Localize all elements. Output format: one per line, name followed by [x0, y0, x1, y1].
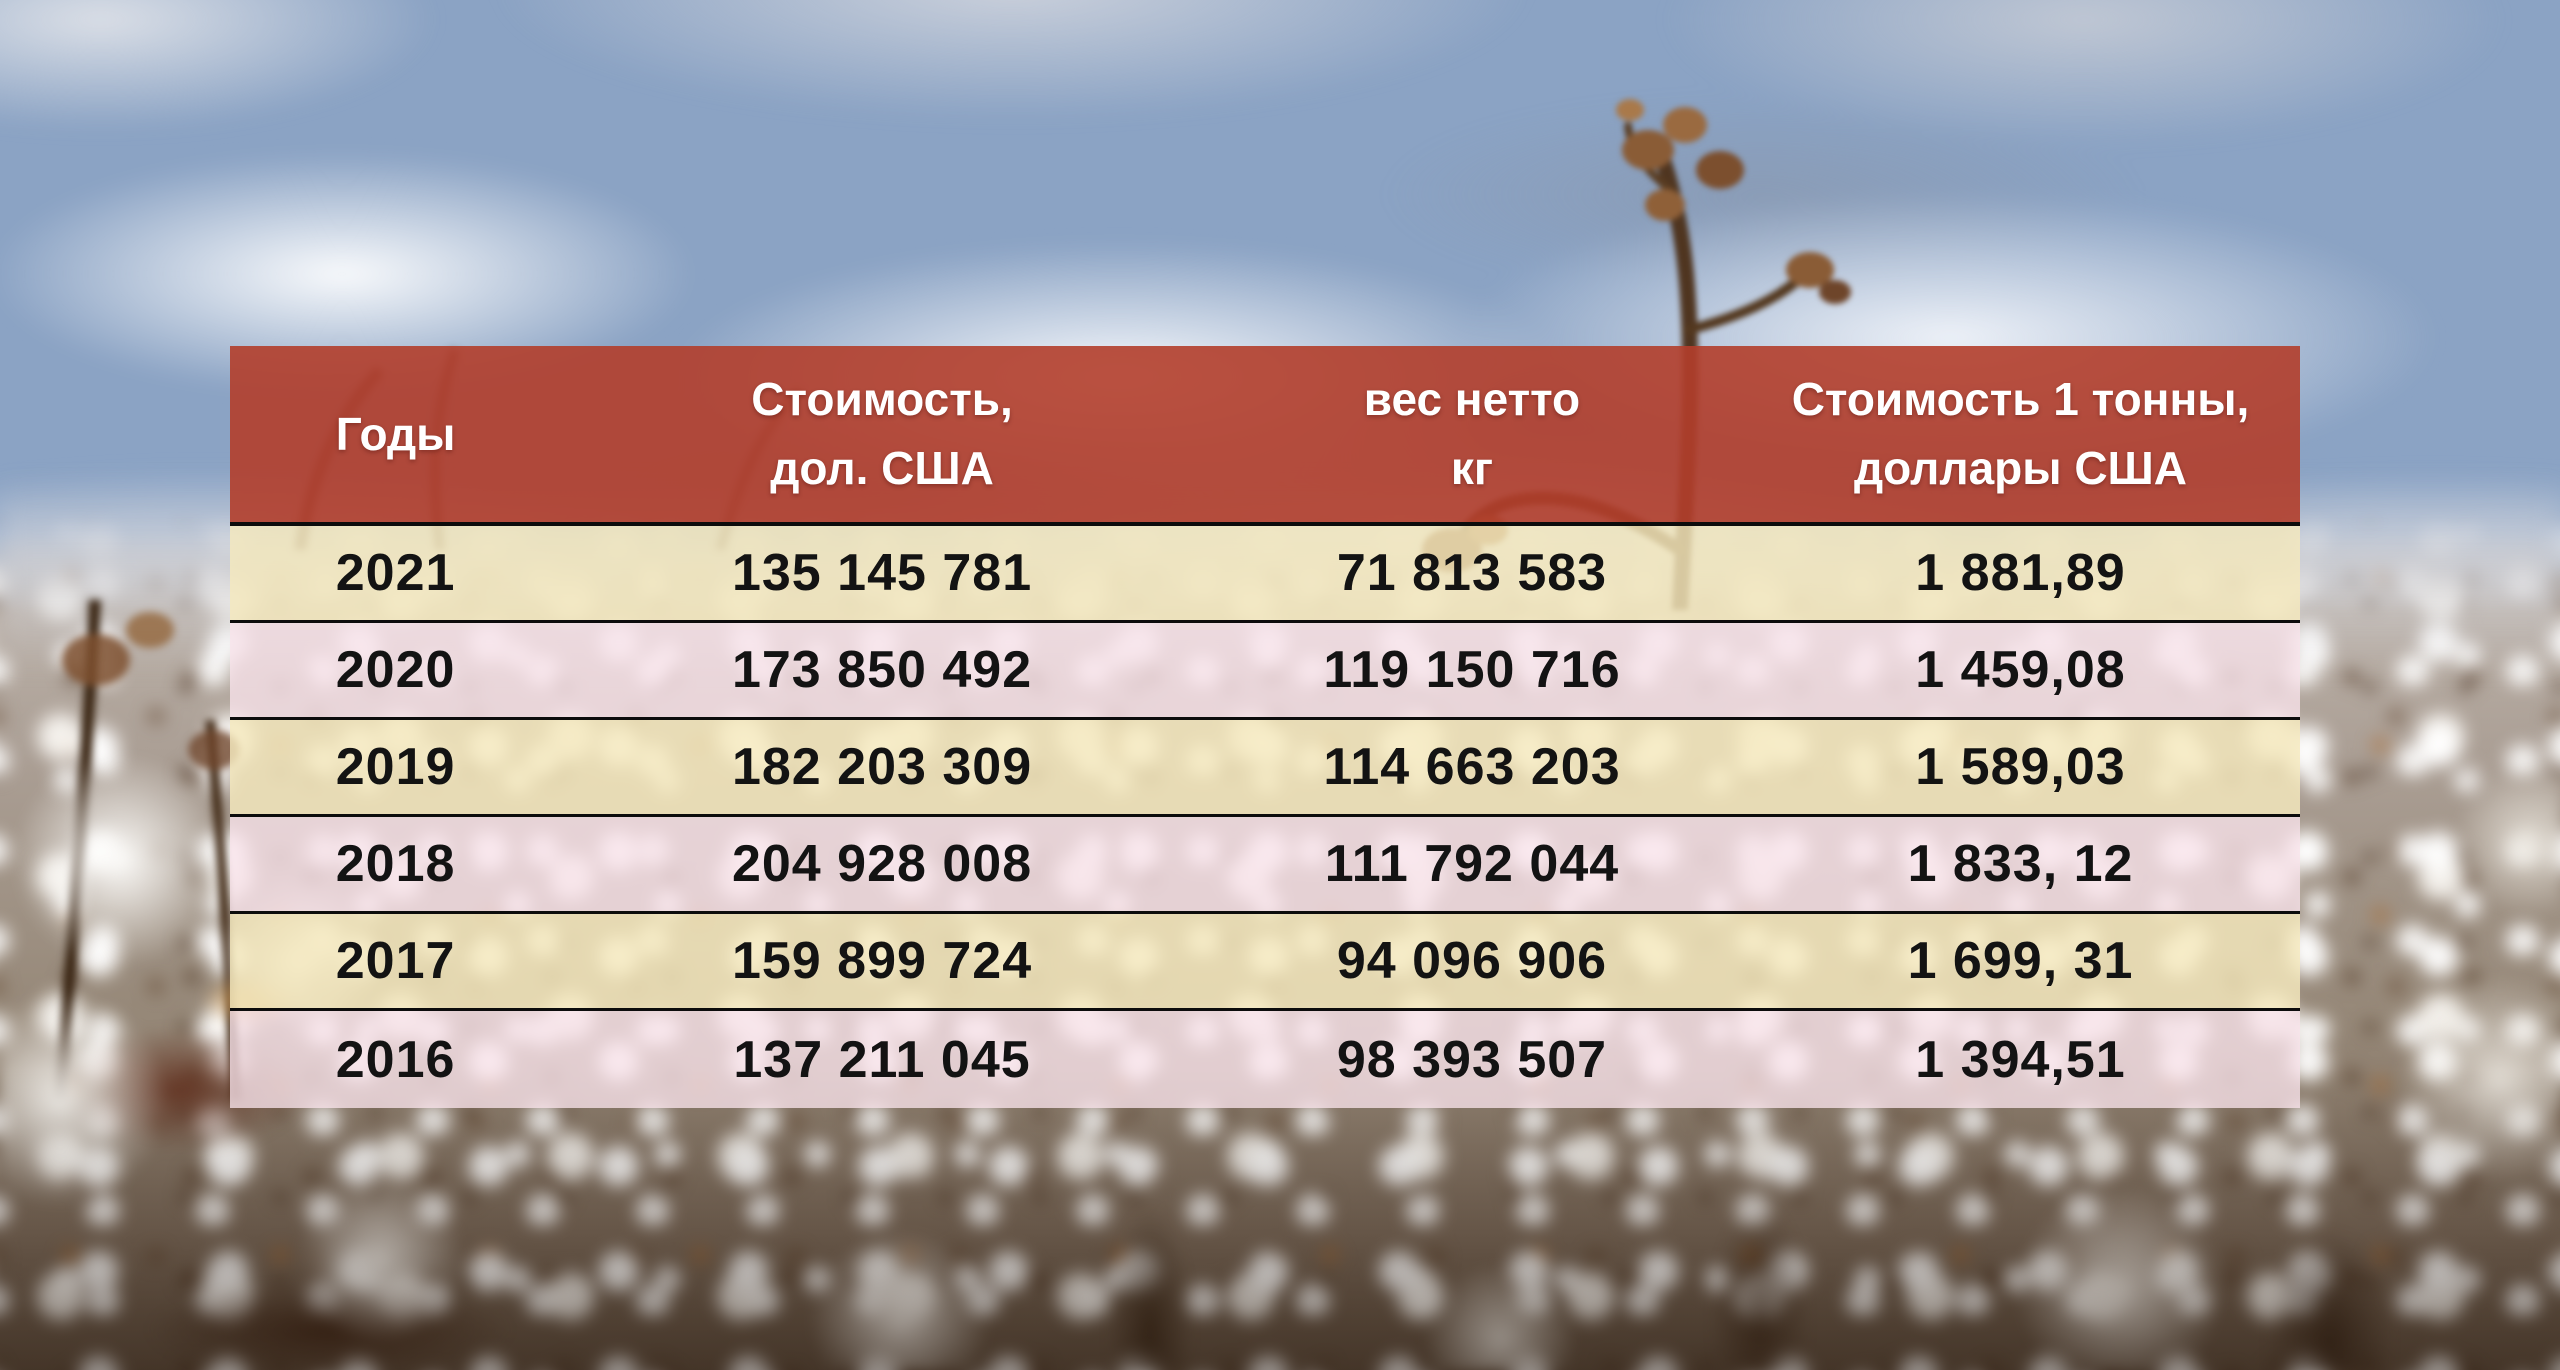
- cell-cost: 159 899 724: [731, 932, 1033, 990]
- cell-year: 2016: [335, 1030, 456, 1089]
- cell-year: 2018: [335, 835, 456, 893]
- table-row: 2018 204 928 008 111 792 044 1 833, 12: [230, 817, 2300, 914]
- cell-cost: 137 211 045: [733, 1030, 1031, 1089]
- header-cell-years: Годы: [335, 407, 456, 460]
- cell-year: 2020: [335, 641, 456, 699]
- cell-net-weight: 71 813 583: [1336, 544, 1608, 602]
- cell-year: 2021: [335, 544, 456, 602]
- cell-cost: 173 850 492: [731, 641, 1033, 699]
- table-row: 2016 137 211 045 98 393 507 1 394,51: [230, 1011, 2300, 1108]
- cell-cost-per-ton: 1 459,08: [1915, 641, 2126, 699]
- cell-net-weight: 111 792 044: [1324, 835, 1620, 893]
- cell-cost: 135 145 781: [731, 544, 1033, 602]
- cell-cost-per-ton: 1 881,89: [1915, 544, 2126, 602]
- table-row: 2020 173 850 492 119 150 716 1 459,08: [230, 623, 2300, 720]
- cell-net-weight: 114 663 203: [1323, 738, 1621, 796]
- header-cell-net-weight: вес нетто кг: [1363, 373, 1581, 494]
- cell-net-weight: 98 393 507: [1336, 1030, 1608, 1089]
- cell-year: 2019: [335, 738, 456, 796]
- table-header-row: Годы Стоимость, дол. США вес нетто кг Ст…: [230, 346, 2300, 526]
- cell-net-weight: 94 096 906: [1336, 932, 1608, 990]
- cotton-export-table: Годы Стоимость, дол. США вес нетто кг Ст…: [230, 346, 2300, 1108]
- cell-year: 2017: [335, 932, 456, 990]
- table-row: 2017 159 899 724 94 096 906 1 699, 31: [230, 914, 2300, 1011]
- cell-cost-per-ton: 1 589,03: [1915, 738, 2126, 796]
- header-cell-cost-per-ton: Стоимость 1 тонны, доллары США: [1791, 373, 2250, 494]
- cell-cost: 204 928 008: [731, 835, 1033, 893]
- cell-cost-per-ton: 1 833, 12: [1907, 835, 2134, 893]
- cell-cost-per-ton: 1 699, 31: [1907, 932, 2134, 990]
- cell-cost: 182 203 309: [731, 738, 1033, 796]
- table-body: 2021 135 145 781 71 813 583 1 881,89 202…: [230, 526, 2300, 1108]
- cell-cost-per-ton: 1 394,51: [1915, 1030, 2126, 1089]
- table-row: 2021 135 145 781 71 813 583 1 881,89: [230, 526, 2300, 623]
- header-cell-cost: Стоимость, дол. США: [751, 373, 1013, 494]
- cell-net-weight: 119 150 716: [1323, 641, 1621, 699]
- table-row: 2019 182 203 309 114 663 203 1 589,03: [230, 720, 2300, 817]
